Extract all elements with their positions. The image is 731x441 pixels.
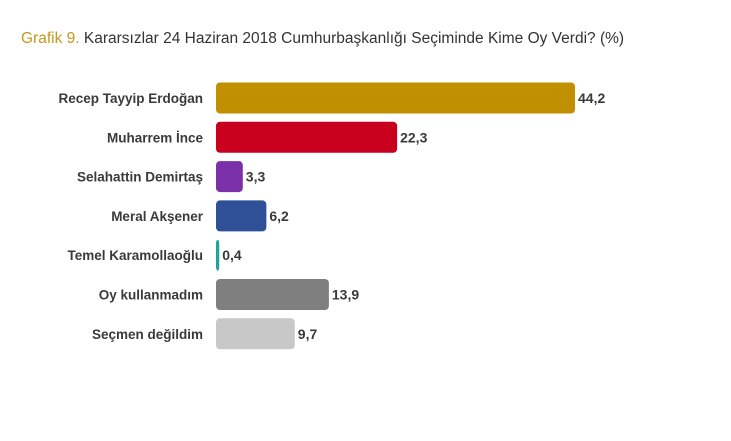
value-label-oy-kullanmadim: 13,9 xyxy=(332,287,359,303)
chart-title-text: Kararsızlar 24 Haziran 2018 Cumhurbaşkan… xyxy=(83,30,625,47)
bar-temel-karamollaoglu xyxy=(216,239,220,271)
category-label-temel-karamollaoglu: Temel Karamollaoğlu xyxy=(67,248,203,263)
category-label-secmen-degildim: Seçmen değildim xyxy=(92,327,203,342)
bar-recep-tayyip-erdogan xyxy=(216,82,575,114)
value-label-muharrem-ince: 22,3 xyxy=(400,129,427,145)
value-label-selahattin-demirtas: 3,3 xyxy=(246,169,266,185)
value-label-meral-aksener: 6,2 xyxy=(269,208,289,224)
category-label-meral-aksener: Meral Akşener xyxy=(111,209,204,224)
bar-oy-kullanmadim xyxy=(216,279,329,310)
category-label-muharrem-ince: Muharrem İnce xyxy=(107,130,204,145)
category-label-selahattin-demirtas: Selahattin Demirtaş xyxy=(77,170,203,185)
value-label-secmen-degildim: 9,7 xyxy=(298,326,318,342)
value-label-recep-tayyip-erdogan: 44,2 xyxy=(578,90,605,106)
chart-title: Grafik 9. Kararsızlar 24 Haziran 2018 Cu… xyxy=(21,30,624,48)
category-label-oy-kullanmadim: Oy kullanmadım xyxy=(99,288,203,303)
bar-selahattin-demirtas xyxy=(216,161,243,193)
value-label-temel-karamollaoglu: 0,4 xyxy=(222,247,242,263)
bar-meral-aksener xyxy=(216,200,267,232)
bar-secmen-degildim xyxy=(216,318,295,350)
category-label-recep-tayyip-erdogan: Recep Tayyip Erdoğan xyxy=(58,91,203,106)
bar-muharrem-ince xyxy=(216,121,398,153)
chart-title-prefix: Grafik 9. xyxy=(21,30,80,47)
